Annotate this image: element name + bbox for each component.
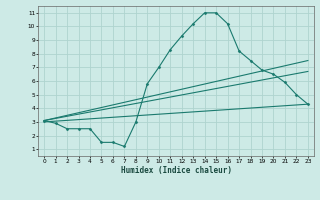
X-axis label: Humidex (Indice chaleur): Humidex (Indice chaleur) bbox=[121, 166, 231, 175]
